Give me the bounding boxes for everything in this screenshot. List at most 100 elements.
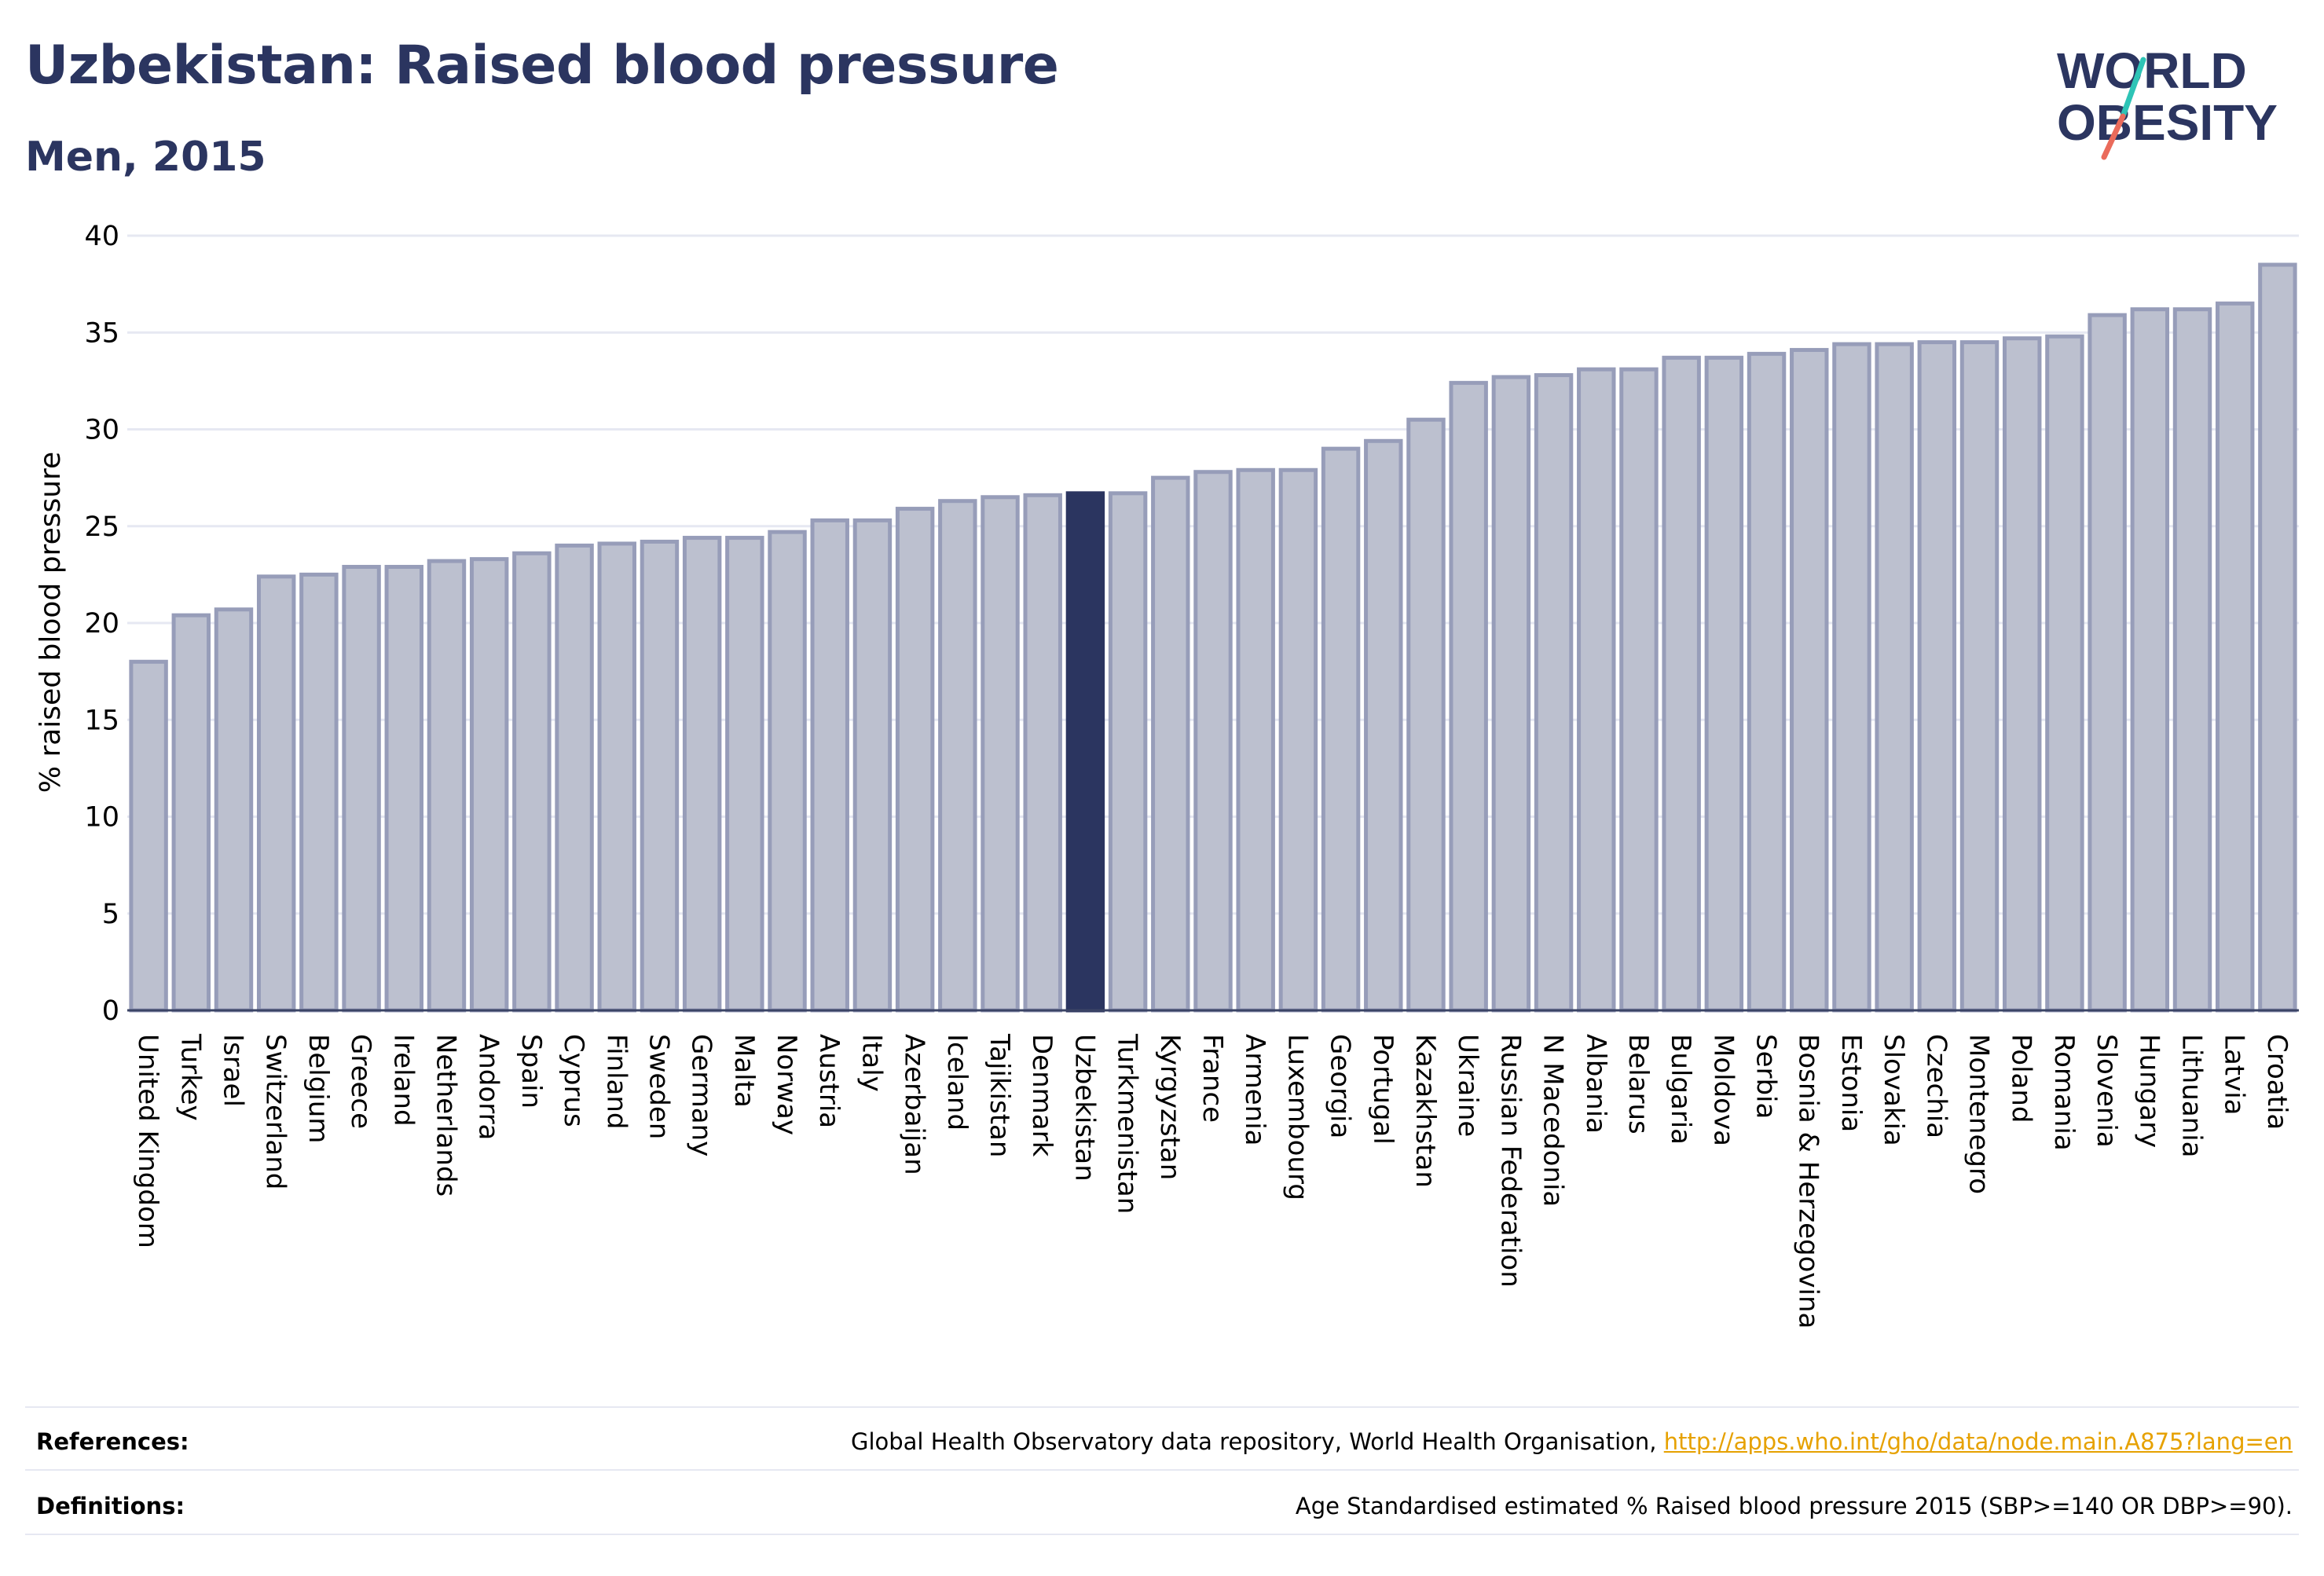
- x-tick-label: Sweden: [643, 1034, 674, 1139]
- x-tick-label: Bosnia & Herzegovina: [1793, 1034, 1824, 1329]
- x-tick-label: Romania: [2048, 1034, 2080, 1151]
- y-tick-label: 5: [102, 899, 119, 930]
- x-tick-label: Norway: [771, 1034, 802, 1135]
- bar-montenegro: [1959, 340, 2000, 1013]
- x-tick-label: Turkmenistan: [1112, 1033, 1143, 1214]
- bar-croatia: [2258, 262, 2297, 1013]
- x-tick-label: Lithuania: [2176, 1034, 2208, 1157]
- bar-slovenia: [2088, 313, 2127, 1013]
- bar-italy: [852, 518, 893, 1013]
- bar-bulgaria: [1662, 355, 1701, 1013]
- x-tick-label: Austria: [813, 1034, 845, 1128]
- bar-spain: [512, 551, 552, 1013]
- bar-azerbaijan: [895, 507, 935, 1013]
- x-tick-label: Ireland: [387, 1034, 419, 1127]
- bar-andorra: [469, 557, 509, 1013]
- logo-slash-bottom: [2101, 113, 2126, 160]
- x-tick-label: Germany: [686, 1034, 717, 1156]
- x-tick-label: Moldova: [1707, 1034, 1739, 1146]
- x-tick-label: Slovenia: [2091, 1034, 2122, 1148]
- x-tick-label: Bulgaria: [1665, 1034, 1696, 1145]
- x-tick-label: Czechia: [1920, 1034, 1952, 1138]
- bar-denmark: [1023, 493, 1062, 1013]
- x-tick-label: Poland: [2006, 1034, 2037, 1123]
- x-tick-label: Kyrgyzstan: [1154, 1034, 1186, 1180]
- footer-divider-bottom: [25, 1534, 2299, 1535]
- x-tick-label: Portugal: [1367, 1034, 1398, 1145]
- x-tick-label: Italy: [856, 1034, 887, 1092]
- x-tick-label: Denmark: [1026, 1034, 1058, 1157]
- bar-serbia: [1747, 351, 1787, 1013]
- bar-belgium: [299, 572, 339, 1013]
- y-tick-label: 0: [102, 995, 119, 1027]
- bar-slovakia: [1875, 342, 1914, 1013]
- logo-text-world: WORLD: [2057, 42, 2247, 99]
- x-tick-label: Spain: [515, 1034, 547, 1109]
- x-tick-label: Armenia: [1239, 1034, 1270, 1146]
- bar-finland: [597, 541, 636, 1013]
- bar-moldova: [1704, 355, 1744, 1013]
- y-axis-label: % raised blood pressure: [35, 452, 67, 793]
- bar-malta: [725, 536, 764, 1013]
- bar-sweden: [640, 539, 680, 1013]
- y-tick-label: 25: [84, 511, 119, 543]
- y-tick-label: 20: [84, 608, 119, 640]
- x-tick-label: Georgia: [1325, 1034, 1356, 1138]
- bar-luxembourg: [1278, 467, 1318, 1013]
- bar-russian-federation: [1491, 375, 1531, 1013]
- bar-united-kingdom: [129, 659, 168, 1013]
- bar-hungary: [2130, 307, 2170, 1013]
- references-source: Global Health Observatory data repositor…: [850, 1428, 1664, 1455]
- bar-n-macedonia: [1534, 372, 1574, 1013]
- bar-chart: 0 5 10 15 20 25 30 35 40 United Kingdom Turkey Isr…: [35, 221, 2299, 1329]
- bar-tajikistan: [981, 495, 1020, 1013]
- x-tick-label: Albania: [1580, 1034, 1611, 1134]
- chart-subtitle: Men, 2015: [25, 134, 266, 181]
- x-tick-label: Serbia: [1750, 1034, 1782, 1119]
- chart-title: Uzbekistan: Raised blood pressure: [25, 35, 1059, 97]
- x-tick-label: Turkey: [174, 1033, 206, 1121]
- x-tick-label: Ukraine: [1452, 1034, 1483, 1137]
- x-tick-label: Cyprus: [558, 1034, 589, 1127]
- x-tick-label: Andorra: [473, 1034, 504, 1140]
- bar-bosnia-herzegovina: [1790, 347, 1829, 1013]
- bar-armenia: [1236, 467, 1275, 1013]
- bar-portugal: [1364, 438, 1403, 1013]
- x-tick-label: N Macedonia: [1538, 1034, 1569, 1207]
- references-text: Global Health Observatory data repositor…: [851, 1428, 2293, 1455]
- x-tick-label: Greece: [345, 1034, 376, 1129]
- x-tick-label: Azerbaijan: [899, 1034, 930, 1175]
- y-tick-labels: 0 5 10 15 20 25 30 35 40: [84, 221, 119, 1027]
- bar-kazakhstan: [1406, 417, 1446, 1013]
- x-tick-label: France: [1197, 1034, 1228, 1123]
- y-tick-label: 10: [84, 802, 119, 834]
- x-tick-label: Netherlands: [430, 1034, 461, 1197]
- bar-romania: [2045, 334, 2084, 1013]
- x-tick-label: Belgium: [302, 1034, 334, 1143]
- references-label: References:: [36, 1428, 189, 1455]
- bar-ukraine: [1449, 380, 1488, 1013]
- bar-germany: [682, 536, 722, 1013]
- bar-lithuania: [2172, 307, 2212, 1013]
- x-tick-label: Montenegro: [1963, 1034, 1995, 1194]
- bar-belarus: [1619, 367, 1659, 1013]
- x-tick-label: Latvia: [2219, 1034, 2250, 1116]
- bar-estonia: [1832, 342, 1871, 1013]
- logo-slash-top: [2120, 57, 2146, 119]
- bar-ireland: [384, 565, 423, 1013]
- x-tick-label: Estonia: [1835, 1034, 1867, 1132]
- x-tick-label: Hungary: [2133, 1034, 2165, 1148]
- x-tick-label: Russian Federation: [1494, 1034, 1526, 1288]
- bar-norway: [768, 530, 807, 1013]
- x-tick-label: Malta: [728, 1034, 760, 1108]
- bar-latvia: [2215, 301, 2255, 1013]
- x-tick-label: Finland: [600, 1034, 632, 1130]
- y-tick-label: 35: [84, 317, 119, 349]
- definitions-text: Age Standardised estimated % Raised bloo…: [1295, 1493, 2293, 1519]
- references-link[interactable]: http://apps.who.int/gho/data/node.main.A…: [1663, 1428, 2293, 1455]
- bar-poland: [2003, 336, 2042, 1013]
- x-tick-labels: United Kingdom Turkey Israel Switzerland Bel…: [132, 1033, 2293, 1329]
- x-tick-label: Iceland: [941, 1034, 973, 1131]
- x-tick-label: Israel: [217, 1034, 248, 1107]
- bar-uzbekistan: [1065, 491, 1105, 1013]
